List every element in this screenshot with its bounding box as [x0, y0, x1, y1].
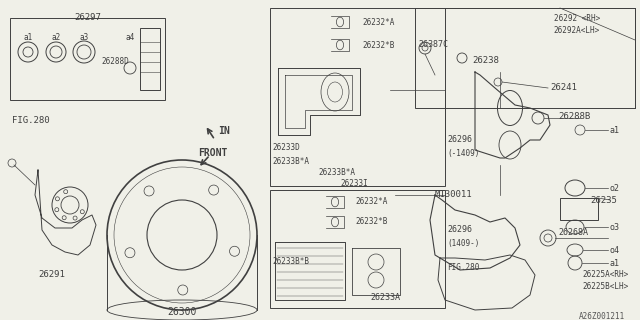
Text: IN: IN [218, 126, 230, 136]
Text: M130011: M130011 [435, 190, 472, 199]
Bar [415, 8, 635, 108]
Text: 26232*A: 26232*A [355, 197, 387, 206]
Text: a1: a1 [610, 126, 620, 135]
Text: 26233B*A: 26233B*A [272, 157, 309, 166]
Text: 26225B<LH>: 26225B<LH> [582, 282, 628, 291]
Text: a3: a3 [79, 33, 88, 42]
Text: 26300: 26300 [167, 307, 196, 317]
Text: a1: a1 [610, 259, 620, 268]
Text: 26292A<LH>: 26292A<LH> [554, 26, 600, 35]
Text: a2: a2 [51, 33, 61, 42]
Bar [270, 190, 445, 308]
Text: a1: a1 [24, 33, 33, 42]
Text: 26238: 26238 [472, 56, 499, 65]
Text: 26296: 26296 [447, 135, 472, 144]
Text: 26241: 26241 [550, 83, 577, 92]
Text: 26233A: 26233A [370, 293, 400, 302]
Text: FRONT: FRONT [198, 148, 227, 158]
Text: (-1409): (-1409) [447, 149, 479, 158]
Text: o4: o4 [610, 246, 620, 255]
Text: 26233B*A: 26233B*A [318, 168, 355, 177]
Text: 26297: 26297 [75, 13, 101, 22]
Text: 26232*B: 26232*B [355, 217, 387, 226]
Text: FIG.280: FIG.280 [447, 263, 479, 272]
Text: (1409-): (1409-) [447, 239, 479, 248]
Text: a4: a4 [125, 33, 134, 42]
Text: o3: o3 [610, 223, 620, 232]
Text: 26292 <RH>: 26292 <RH> [554, 14, 600, 23]
Text: o2: o2 [610, 184, 620, 193]
Text: 26233D: 26233D [272, 143, 300, 152]
Text: 26233B*B: 26233B*B [272, 257, 309, 266]
Bar [140, 28, 160, 90]
Text: 26291: 26291 [38, 270, 65, 279]
Text: 26233I: 26233I [340, 179, 368, 188]
Bar [10, 18, 165, 100]
Bar [270, 8, 445, 186]
Text: 26296: 26296 [447, 225, 472, 234]
Text: FIG.280: FIG.280 [12, 116, 50, 125]
Text: 26387C: 26387C [418, 40, 448, 49]
Text: 26232*B: 26232*B [362, 41, 394, 50]
Text: 26288D: 26288D [101, 57, 129, 66]
Text: 26235: 26235 [590, 196, 617, 205]
Text: 26225A<RH>: 26225A<RH> [582, 270, 628, 279]
Text: 26268A: 26268A [558, 228, 588, 237]
Text: A26Z001211: A26Z001211 [579, 312, 625, 320]
Text: 26232*A: 26232*A [362, 18, 394, 27]
Bar [560, 198, 598, 220]
Text: 26288B: 26288B [558, 112, 590, 121]
